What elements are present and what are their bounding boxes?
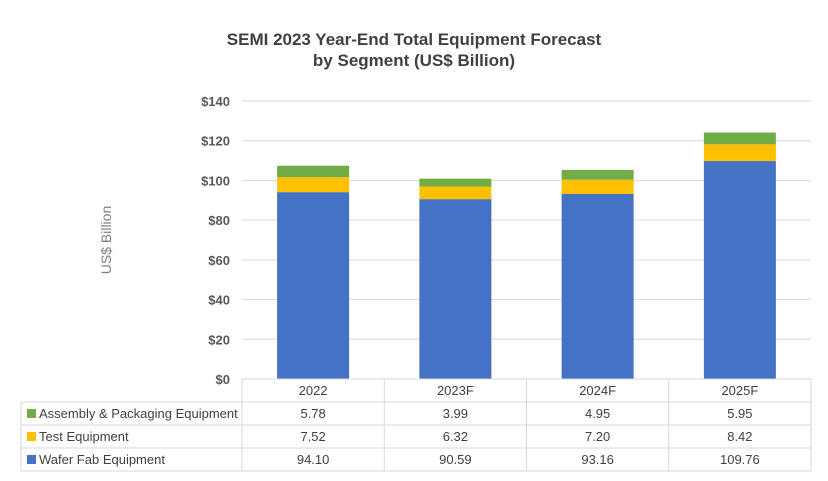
legend-swatch [27,432,36,441]
legend-label: Wafer Fab Equipment [39,452,165,467]
category-label: 2025F [721,383,758,398]
bar-segment [277,177,350,193]
data-value-label: 94.10 [297,452,330,467]
bar-segment [561,179,634,195]
bar-segment [561,169,634,180]
data-value-label: 90.59 [439,452,472,467]
data-value-label: 109.76 [720,452,760,467]
y-tick-label: $60 [208,253,230,268]
y-tick-label: $20 [208,332,230,347]
data-value-label: 4.95 [585,406,610,421]
bar-segment [419,178,492,187]
data-value-label: 5.95 [727,406,752,421]
y-tick-label: $140 [201,94,230,109]
data-value-label: 93.16 [581,452,614,467]
legend-label: Assembly & Packaging Equipment [39,406,238,421]
category-label: 2023F [437,383,474,398]
category-label: 2022 [299,383,328,398]
bar-segment [419,186,492,200]
data-value-label: 7.52 [300,429,325,444]
chart-title-line-2: by Segment (US$ Billion) [312,51,516,70]
bar-segment [561,194,634,379]
data-value-label: 3.99 [443,406,468,421]
legend-swatch [27,409,36,418]
data-value-label: 5.78 [300,406,325,421]
data-value-label: 6.32 [443,429,468,444]
bar-segment [277,165,350,178]
y-tick-label: $120 [201,134,230,149]
data-value-label: 8.42 [727,429,752,444]
bar-segment [419,199,492,379]
bar-segment [703,132,776,145]
y-tick-label: $40 [208,293,230,308]
legend-label: Test Equipment [39,429,129,444]
category-label: 2024F [579,383,616,398]
chart-title-line-1: SEMI 2023 Year-End Total Equipment Forec… [226,30,602,49]
bar-segment [703,144,776,162]
legend-swatch [27,455,36,464]
y-tick-label: $100 [201,173,230,188]
y-tick-label: $80 [208,213,230,228]
data-value-label: 7.20 [585,429,610,444]
bar-segment [277,192,350,379]
bar-segment [703,161,776,379]
y-tick-label: $0 [216,372,230,387]
